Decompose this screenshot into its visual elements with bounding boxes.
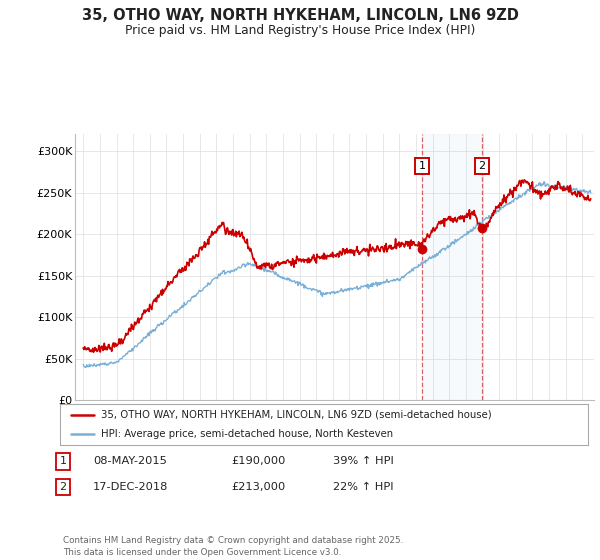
Text: 08-MAY-2015: 08-MAY-2015 (93, 456, 167, 466)
Text: 35, OTHO WAY, NORTH HYKEHAM, LINCOLN, LN6 9ZD: 35, OTHO WAY, NORTH HYKEHAM, LINCOLN, LN… (82, 8, 518, 24)
Bar (422, 134, 482, 400)
Text: 22% ↑ HPI: 22% ↑ HPI (333, 482, 394, 492)
Text: 35, OTHO WAY, NORTH HYKEHAM, LINCOLN, LN6 9ZD (semi-detached house): 35, OTHO WAY, NORTH HYKEHAM, LINCOLN, LN… (101, 410, 492, 420)
Text: HPI: Average price, semi-detached house, North Kesteven: HPI: Average price, semi-detached house,… (101, 429, 394, 439)
Text: 17-DEC-2018: 17-DEC-2018 (93, 482, 169, 492)
Text: Price paid vs. HM Land Registry's House Price Index (HPI): Price paid vs. HM Land Registry's House … (125, 24, 475, 36)
Text: 39% ↑ HPI: 39% ↑ HPI (333, 456, 394, 466)
Text: £213,000: £213,000 (231, 482, 285, 492)
Text: 2: 2 (59, 482, 67, 492)
Text: 2: 2 (478, 161, 485, 171)
Text: 1: 1 (418, 161, 425, 171)
Text: Contains HM Land Registry data © Crown copyright and database right 2025.
This d: Contains HM Land Registry data © Crown c… (63, 536, 403, 557)
Text: £190,000: £190,000 (231, 456, 286, 466)
Text: 1: 1 (59, 456, 67, 466)
